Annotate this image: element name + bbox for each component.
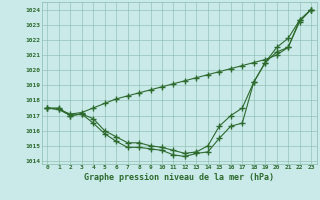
X-axis label: Graphe pression niveau de la mer (hPa): Graphe pression niveau de la mer (hPa): [84, 173, 274, 182]
